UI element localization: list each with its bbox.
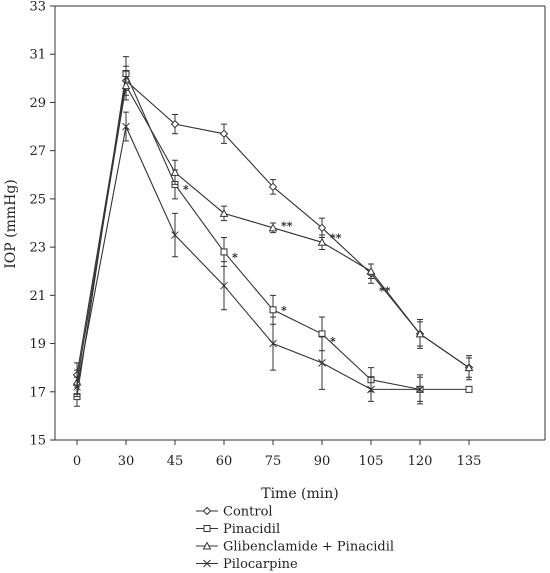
x-tick-label: 0 — [73, 454, 81, 469]
x-tick-label: 45 — [167, 454, 184, 469]
data-point — [221, 249, 227, 255]
legend: Control Pinacidil Glibenclamide + Pinacidi… — [196, 505, 394, 573]
data-point — [270, 307, 276, 313]
x-tick-label: 135 — [457, 454, 482, 469]
significance-marker: * — [330, 335, 336, 348]
legend-label: Pinacidil — [223, 522, 280, 537]
series-layer — [74, 57, 473, 407]
significance-marker: ** — [281, 219, 293, 232]
series-pilocarpine — [74, 112, 424, 404]
x-tick-label: 60 — [216, 454, 233, 469]
y-tick-label: 25 — [29, 192, 46, 207]
significance-marker: * — [281, 304, 287, 317]
y-tick-label: 27 — [29, 144, 46, 159]
x-tick-label: 30 — [118, 454, 135, 469]
data-point — [466, 386, 472, 392]
x-tick-label: 90 — [314, 454, 331, 469]
significance-marker: ** — [330, 231, 342, 244]
y-axis-label: IOP (mmHg) — [3, 179, 19, 269]
legend-label: Control — [223, 505, 273, 520]
x-axis-label: Time (min) — [261, 486, 339, 502]
series-line — [77, 127, 420, 390]
legend-marker — [204, 508, 211, 515]
x-axis-ticks: 0 30 45 60 75 90 105 120 135 — [73, 440, 482, 469]
x-tick-label: 105 — [359, 454, 384, 469]
legend-marker — [204, 526, 210, 532]
y-tick-label: 23 — [29, 241, 46, 256]
y-tick-label: 19 — [29, 337, 46, 352]
significance-marker: * — [183, 183, 189, 196]
legend-label: Glibenclamide + Pinacidil — [223, 540, 394, 555]
x-tick-label: 120 — [408, 454, 433, 469]
y-tick-label: 21 — [29, 289, 46, 304]
y-tick-label: 31 — [29, 48, 46, 63]
significance-annotations: ********** — [183, 183, 391, 348]
y-tick-label: 15 — [29, 434, 46, 449]
y-tick-label: 33 — [29, 0, 46, 15]
y-tick-label: 29 — [29, 96, 46, 111]
legend-label: Pilocarpine — [223, 557, 298, 572]
y-tick-label: 17 — [29, 385, 46, 400]
significance-marker: ** — [379, 285, 391, 298]
significance-marker: * — [232, 251, 238, 264]
x-tick-label: 75 — [265, 454, 282, 469]
y-axis-ticks: 15 17 19 21 23 25 27 29 31 33 — [29, 0, 55, 449]
